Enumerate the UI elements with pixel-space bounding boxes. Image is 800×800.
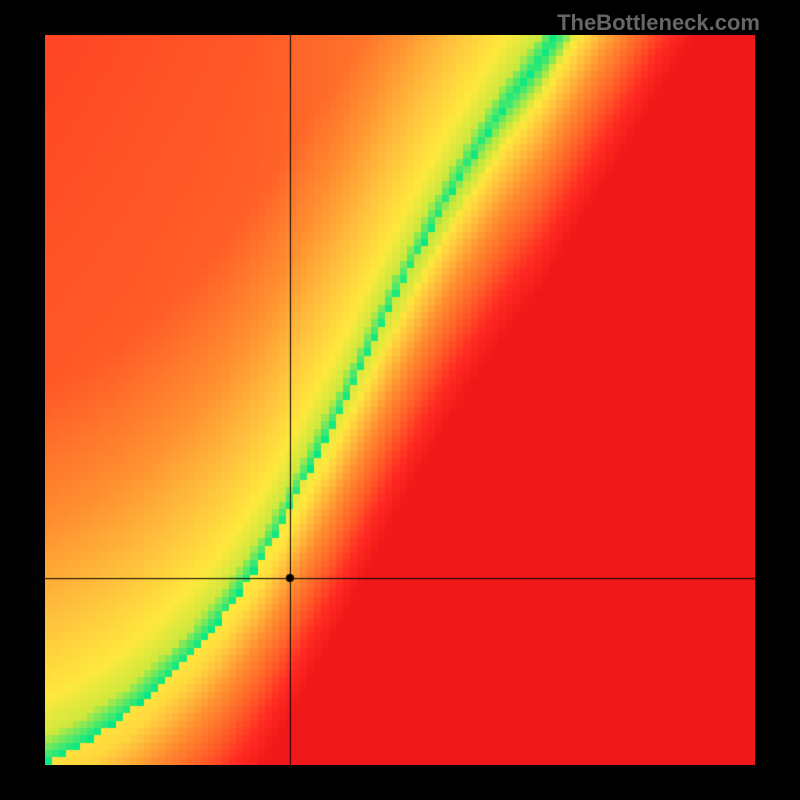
chart-frame: TheBottleneck.com — [0, 0, 800, 800]
bottleneck-heatmap — [45, 35, 755, 765]
watermark-text: TheBottleneck.com — [557, 10, 760, 36]
